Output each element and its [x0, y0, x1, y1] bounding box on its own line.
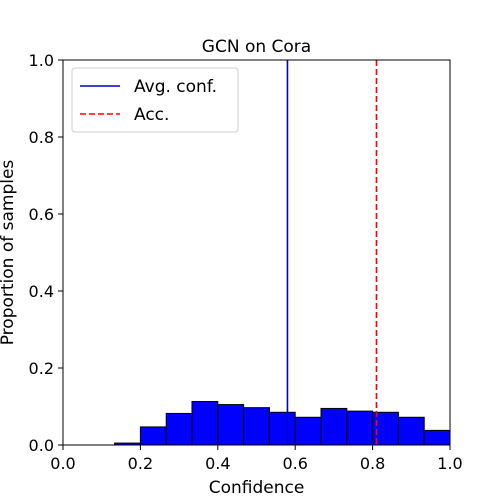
x-tick-label: 0.6 [282, 454, 307, 473]
x-tick-label: 1.0 [437, 454, 462, 473]
histogram-bar [217, 404, 245, 446]
histogram-bar [268, 411, 296, 446]
legend: Avg. conf. Acc. [71, 67, 239, 133]
histogram-bar [397, 416, 425, 446]
chart-title: GCN on Cora [202, 37, 311, 57]
y-axis-label: Proportion of samples [0, 160, 18, 346]
y-tick-label: 0.2 [29, 359, 54, 378]
x-tick-label: 0.4 [205, 454, 230, 473]
histogram-bar [294, 416, 322, 446]
x-tick-label: 0.2 [128, 454, 153, 473]
axes-frame [62, 59, 451, 446]
histogram-bar [165, 412, 193, 446]
y-tick-label: 0.8 [29, 128, 54, 147]
y-tick-label: 0.0 [29, 436, 54, 455]
legend-label: Avg. conf. [134, 77, 217, 97]
x-tick-label: 0.0 [50, 454, 75, 473]
histogram-bar [423, 429, 451, 446]
y-tick-label: 0.6 [29, 205, 54, 224]
legend-box [71, 67, 239, 133]
y-tick-label: 0.4 [29, 282, 54, 301]
y-tick-label: 1.0 [29, 51, 54, 70]
histogram-bar [320, 407, 348, 446]
bars-group [114, 400, 451, 446]
reference-lines [286, 60, 378, 445]
histogram-bar [191, 400, 219, 446]
histogram-bar [243, 407, 270, 446]
y-axis-ticks: 0.0 0.2 0.4 0.6 0.8 1.0 [29, 51, 63, 455]
x-tick-label: 0.8 [360, 454, 385, 473]
legend-label: Acc. [134, 105, 169, 125]
histogram-bar [139, 426, 167, 446]
histogram-bar [346, 410, 374, 446]
x-axis-label: Confidence [209, 478, 305, 498]
x-axis-ticks: 0.0 0.2 0.4 0.6 0.8 1.0 [50, 445, 463, 473]
